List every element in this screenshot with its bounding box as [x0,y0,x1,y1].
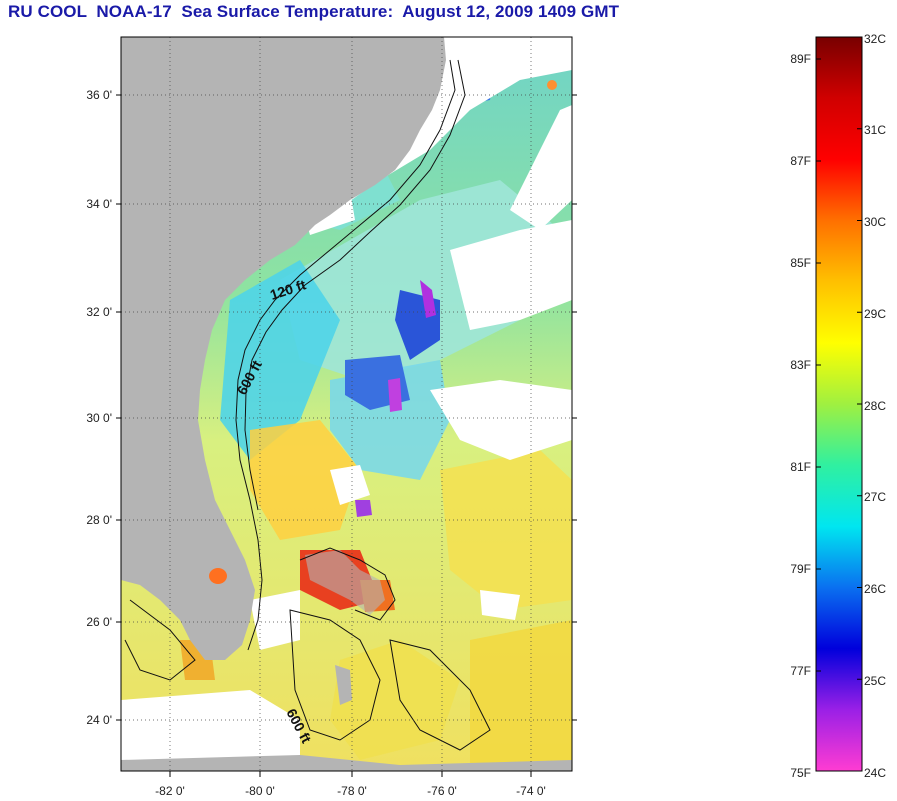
lat-label-34: 34 0' [86,197,112,211]
lat-label-36: 36 0' [86,88,112,102]
cb-label-75f: 75F [790,766,811,780]
cb-label-25c: 25C [864,674,886,688]
lon-label-80: -80 0' [245,784,275,798]
cb-label-79f: 79F [790,562,811,576]
cb-label-83f: 83F [790,358,811,372]
cb-label-26c: 26C [864,582,886,596]
cb-label-28c: 28C [864,399,886,413]
lon-label-76: -76 0' [427,784,457,798]
map-frame [120,36,573,772]
cb-label-27c: 27C [864,490,886,504]
lat-label-30: 30 0' [86,411,112,425]
lat-label-32: 32 0' [86,305,112,319]
cb-label-30c: 30C [864,215,886,229]
bathymetry-contours [124,59,491,751]
cb-label-85f: 85F [790,256,811,270]
lat-label-26: 26 0' [86,615,112,629]
cb-label-89f: 89F [790,52,811,66]
colorbar-ticks [816,36,862,772]
cb-label-87f: 87F [790,154,811,168]
lon-label-82: -82 0' [155,784,185,798]
colorbar-scale [815,36,863,772]
lon-label-74: -74 0' [516,784,546,798]
cb-label-29c: 29C [864,307,886,321]
cb-label-32c: 32C [864,32,886,46]
lat-label-24: 24 0' [86,713,112,727]
lon-label-78: -78 0' [337,784,367,798]
cb-label-81f: 81F [790,460,811,474]
lat-label-28: 28 0' [86,513,112,527]
land-mass [121,37,572,771]
cb-label-24c: 24C [864,766,886,780]
map-title: RU COOL NOAA-17 Sea Surface Temperature:… [8,2,620,21]
cb-label-31c: 31C [864,123,886,137]
axis-ticks [116,94,577,777]
cb-label-77f: 77F [790,664,811,678]
